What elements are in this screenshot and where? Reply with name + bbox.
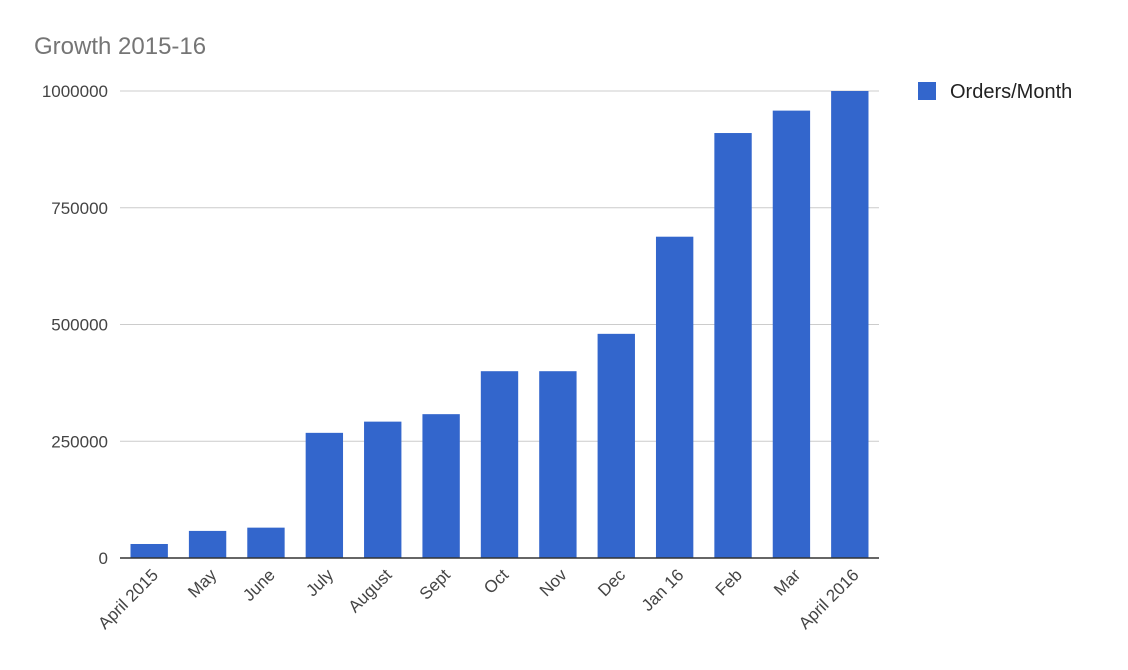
y-axis-tick-labels: 0 250000 500000 750000 1000000	[42, 82, 108, 568]
bar	[714, 133, 752, 558]
legend-swatch	[918, 82, 936, 100]
bar	[305, 432, 344, 558]
bar	[597, 333, 635, 558]
y-tick-label: 750000	[51, 199, 108, 218]
y-tick-label: 1000000	[42, 82, 108, 101]
x-tick-label: May	[184, 565, 220, 601]
bar	[831, 91, 869, 558]
x-tick-label: Feb	[712, 565, 746, 599]
legend-label: Orders/Month	[950, 81, 1072, 103]
legend: Orders/Month	[918, 81, 1072, 103]
x-tick-label: Mar	[770, 565, 804, 599]
chart-title: Growth 2015-16	[34, 33, 206, 60]
bar	[772, 110, 811, 558]
bar	[188, 530, 227, 558]
x-tick-label: April 2016	[795, 565, 863, 633]
x-tick-label: August	[345, 565, 396, 616]
bar	[422, 414, 460, 558]
bar	[655, 236, 694, 559]
bar	[364, 421, 402, 558]
x-tick-label: Dec	[594, 565, 629, 600]
y-tick-label: 0	[99, 549, 108, 568]
x-tick-label: June	[239, 565, 279, 605]
x-tick-label: Sept	[416, 565, 454, 603]
x-tick-label: Oct	[480, 565, 512, 597]
x-tick-label: Jan 16	[638, 565, 688, 615]
bar	[539, 371, 577, 558]
bar	[130, 543, 168, 558]
y-tick-label: 500000	[51, 316, 108, 335]
x-axis-tick-labels: April 2015 May June July August Sept Oct Nov Dec…	[94, 565, 862, 633]
x-tick-label: July	[302, 565, 337, 600]
bars	[130, 91, 869, 559]
x-tick-label: April 2015	[94, 565, 162, 633]
y-tick-label: 250000	[51, 432, 108, 451]
bar	[247, 527, 285, 558]
x-tick-label: Nov	[536, 565, 571, 600]
bar	[480, 371, 519, 558]
